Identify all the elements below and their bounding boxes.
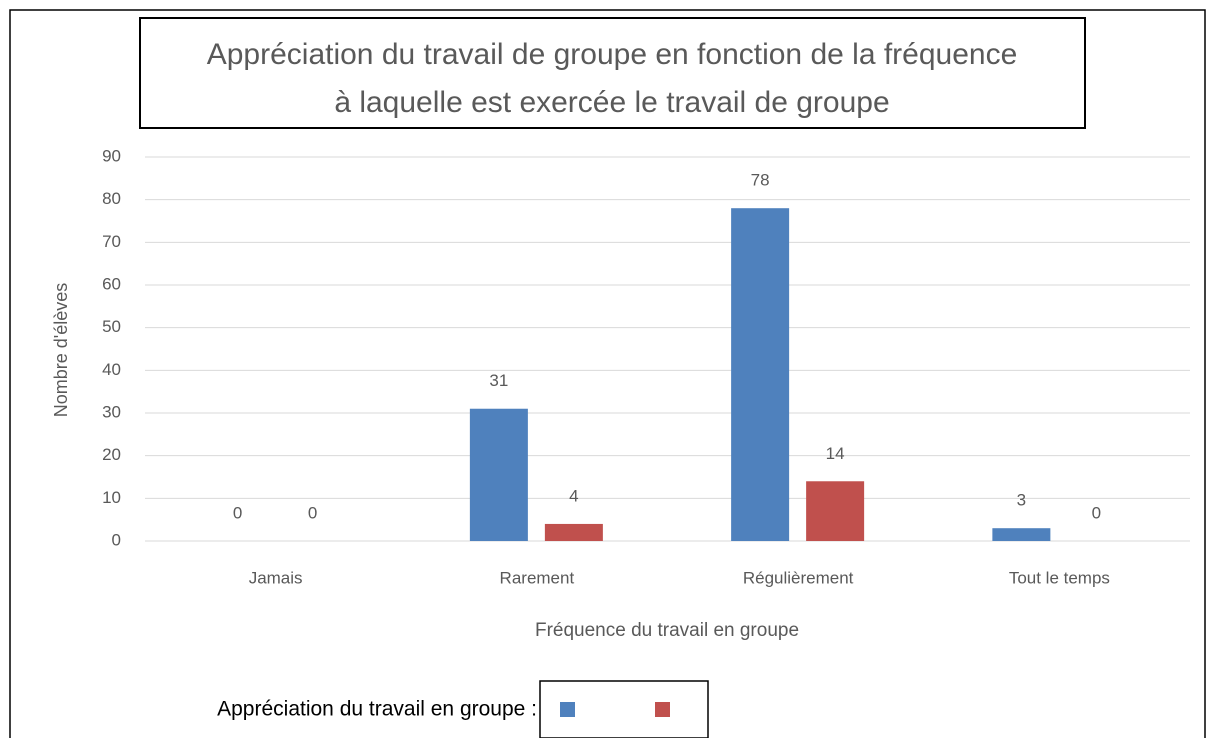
data-label: 14 bbox=[826, 444, 845, 463]
bar bbox=[731, 208, 790, 541]
y-tick-label: 50 bbox=[102, 317, 121, 336]
data-label: 0 bbox=[308, 503, 317, 522]
y-tick-label: 20 bbox=[102, 445, 121, 464]
bar bbox=[469, 408, 528, 541]
x-tick-label: Régulièrement bbox=[743, 568, 854, 587]
x-tick-label: Jamais bbox=[249, 568, 303, 587]
y-tick-label: 90 bbox=[102, 146, 121, 165]
data-label: 3 bbox=[1017, 491, 1026, 510]
chart-title: à laquelle est exercée le travail de gro… bbox=[334, 86, 889, 119]
y-tick-label: 60 bbox=[102, 274, 121, 293]
data-label: 31 bbox=[489, 371, 508, 390]
title-box bbox=[139, 17, 1086, 129]
y-tick-label: 80 bbox=[102, 189, 121, 208]
data-label: 78 bbox=[751, 171, 770, 190]
y-tick-label: 30 bbox=[102, 402, 121, 421]
chart-title: Appréciation du travail de groupe en fon… bbox=[207, 38, 1018, 71]
x-axis-title: Fréquence du travail en groupe bbox=[535, 620, 799, 641]
y-tick-label: 40 bbox=[102, 360, 121, 379]
y-tick-label: 10 bbox=[102, 488, 121, 507]
bar bbox=[806, 481, 865, 541]
x-tick-label: Tout le temps bbox=[1009, 568, 1110, 587]
y-tick-label: 70 bbox=[102, 232, 121, 251]
x-tick-label: Rarement bbox=[500, 568, 575, 587]
bar bbox=[544, 523, 603, 541]
data-label: 0 bbox=[233, 503, 242, 522]
legend-swatch bbox=[560, 702, 575, 717]
bar bbox=[992, 528, 1051, 541]
y-axis-title: Nombre d'élèves bbox=[51, 283, 71, 418]
chart-border bbox=[9, 9, 1206, 738]
data-label: 4 bbox=[569, 486, 578, 505]
legend-swatch bbox=[655, 702, 670, 717]
data-label: 0 bbox=[1092, 503, 1101, 522]
y-tick-label: 0 bbox=[112, 530, 121, 549]
legend-title: Appréciation du travail en groupe : bbox=[217, 698, 537, 721]
